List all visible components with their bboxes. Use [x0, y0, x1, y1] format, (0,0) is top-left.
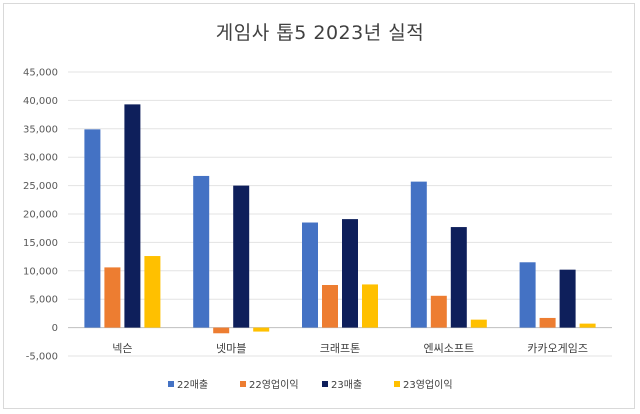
bar-3-1 — [253, 327, 270, 332]
legend-swatch — [168, 381, 174, 387]
y-tick-label: 40,000 — [23, 96, 58, 107]
legend-label: 22영업이익 — [249, 378, 299, 391]
y-tick-label: 15,000 — [23, 238, 58, 249]
bar-1-0 — [104, 267, 121, 328]
chart-frame — [3, 3, 635, 409]
legend-swatch — [394, 381, 400, 387]
legend: 22매출 22영업이익 23매출 23영업이익 — [168, 378, 453, 391]
y-tick-label: 10,000 — [23, 266, 58, 277]
legend-swatch — [322, 381, 328, 387]
bar-0-2 — [302, 222, 318, 328]
x-axis-categories: 넥슨 넷마블 크래프톤 엔씨소프트 카카오게임즈 — [112, 342, 588, 355]
category-label: 크래프톤 — [320, 342, 360, 355]
y-axis-ticks: -5,000 0 5,000 10,000 15,000 20,000 25,000 30,0… — [23, 68, 58, 363]
bar-3-4 — [579, 323, 596, 328]
y-tick-label: 45,000 — [23, 68, 58, 79]
category-label: 넥슨 — [112, 342, 132, 355]
bar-1-4 — [539, 317, 556, 328]
legend-label: 22매출 — [177, 379, 208, 391]
category-label: 넷마블 — [216, 342, 246, 355]
bar-2-0 — [124, 104, 141, 328]
bar-2-4 — [559, 269, 576, 328]
y-tick-label: 0 — [52, 323, 58, 334]
bar-3-0 — [144, 256, 161, 328]
bar-0-0 — [84, 129, 101, 328]
bar-0-4 — [519, 262, 536, 328]
chart-title: 게임사 톱5 2023년 실적 — [215, 22, 425, 44]
bar-3-3 — [470, 319, 487, 328]
y-tick-label: 25,000 — [23, 181, 58, 192]
y-tick-label: -5,000 — [26, 352, 58, 363]
y-tick-label: 30,000 — [23, 153, 58, 164]
bar-1-3 — [430, 295, 447, 328]
bar-0-3 — [410, 181, 427, 328]
y-tick-label: 5,000 — [29, 295, 58, 306]
bar-3-2 — [362, 284, 378, 328]
legend-label: 23영업이익 — [403, 378, 453, 391]
category-label: 엔씨소프트 — [423, 342, 474, 355]
bar-2-2 — [342, 219, 358, 328]
legend-label: 23매출 — [331, 379, 362, 391]
bar-2-3 — [450, 227, 467, 328]
category-label: 카카오게임즈 — [527, 342, 588, 355]
bar-1-2 — [322, 285, 338, 328]
bars — [84, 104, 596, 334]
bar-2-1 — [233, 185, 250, 328]
legend-swatch — [240, 381, 246, 387]
bar-0-1 — [193, 175, 210, 328]
bar-1-1 — [213, 327, 230, 334]
y-tick-label: 20,000 — [23, 210, 58, 221]
y-tick-label: 35,000 — [23, 124, 58, 135]
